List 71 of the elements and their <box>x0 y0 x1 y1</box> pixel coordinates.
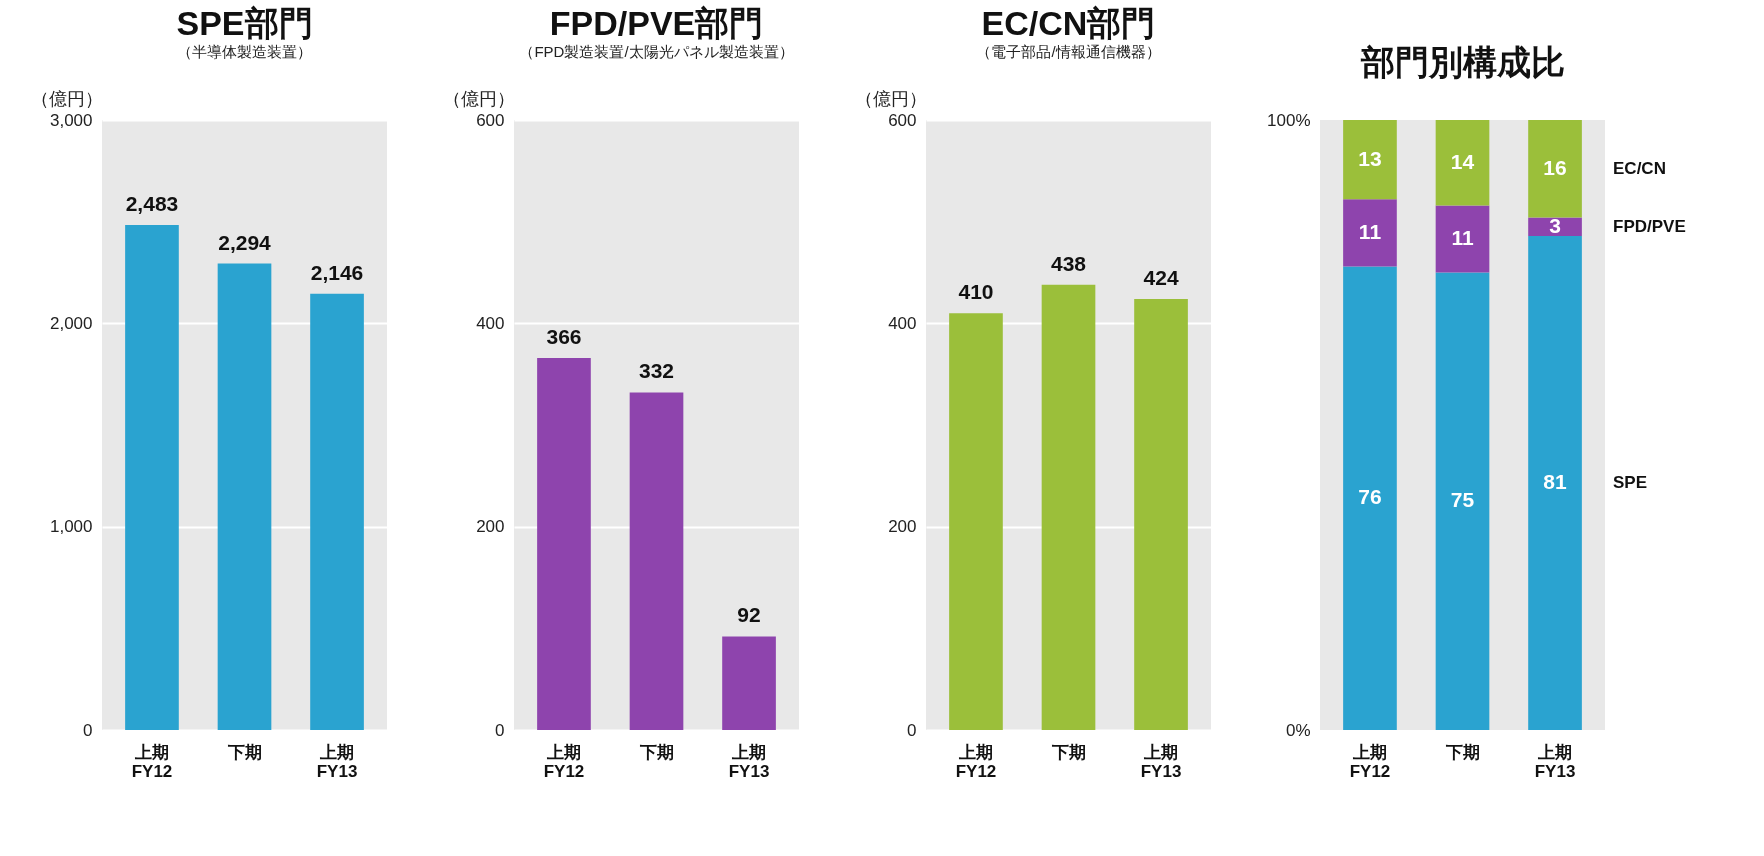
x-tick-label: 上期 FY12 <box>1349 742 1391 781</box>
data-label: 11 <box>1451 225 1474 249</box>
data-label: 16 <box>1543 155 1567 179</box>
bar <box>1435 120 1490 206</box>
chart-title: EC/CN部門 <box>981 4 1156 42</box>
x-tick-label: 下期 <box>638 742 674 762</box>
bar <box>217 263 272 730</box>
x-tick-label: 下期 <box>1444 742 1480 762</box>
data-label: 14 <box>1450 149 1475 173</box>
y-tick-label: 400 <box>476 313 505 333</box>
bar <box>1435 205 1490 273</box>
data-label: 410 <box>958 280 994 304</box>
y-tick-label: 2,000 <box>49 313 93 333</box>
data-label: 92 <box>737 603 761 627</box>
y-axis-title: （億円） <box>30 88 103 109</box>
data-label: 76 <box>1358 485 1382 509</box>
x-tick-label: 下期 <box>1050 742 1086 762</box>
data-label: 3 <box>1549 213 1561 237</box>
y-tick-label: 0 <box>495 720 505 740</box>
x-tick-label: 上期 FY13 <box>1140 742 1182 781</box>
y-tick-label: 3,000 <box>49 110 93 130</box>
chart-title: FPD/PVE部門 <box>549 4 764 42</box>
bar <box>1528 235 1582 730</box>
y-tick-label: 0 <box>907 720 917 740</box>
data-label: 75 <box>1450 488 1475 512</box>
y-tick-label: 1,000 <box>49 517 93 537</box>
bar <box>1343 266 1397 730</box>
data-label: 366 <box>546 324 582 348</box>
y-axis-title: （億円） <box>854 88 927 109</box>
series-label: EC/CN <box>1613 158 1666 178</box>
y-tick-label: 0% <box>1285 720 1311 740</box>
bar <box>1343 199 1397 267</box>
bar <box>722 636 776 730</box>
bar <box>1528 120 1582 218</box>
y-tick-label: 200 <box>888 517 917 537</box>
series-label: SPE <box>1613 472 1648 492</box>
data-label: 2,294 <box>218 230 272 254</box>
bar <box>1435 272 1490 730</box>
data-label: 2,483 <box>125 192 179 216</box>
y-tick-label: 0 <box>83 720 93 740</box>
chart-subtitle: （FPD製造装置/太陽光パネル製造装置） <box>519 43 794 60</box>
chart-title: SPE部門 <box>176 4 313 42</box>
data-label: 332 <box>638 359 675 383</box>
series-label: FPD/PVE <box>1613 216 1686 236</box>
x-tick-label: 下期 <box>226 742 262 762</box>
data-label: 2,146 <box>310 260 364 284</box>
y-axis-title: （億円） <box>442 88 515 109</box>
x-tick-label: 上期 FY12 <box>955 742 997 781</box>
data-label: 438 <box>1050 251 1087 275</box>
bar <box>1343 120 1397 200</box>
x-tick-label: 上期 FY12 <box>543 742 585 781</box>
x-tick-label: 上期 FY13 <box>1534 742 1576 781</box>
x-tick-label: 上期 FY12 <box>131 742 173 781</box>
bar <box>125 225 179 730</box>
y-tick-label: 600 <box>888 110 917 130</box>
bar <box>310 293 364 730</box>
data-label: 424 <box>1143 265 1179 289</box>
y-tick-label: 400 <box>888 313 917 333</box>
y-tick-label: 600 <box>476 110 505 130</box>
bar <box>537 357 591 730</box>
bar <box>629 392 684 730</box>
y-tick-label: 100% <box>1267 110 1311 130</box>
chart-subtitle: （電子部品/情報通信機器） <box>976 43 1161 60</box>
data-label: 13 <box>1358 146 1382 170</box>
data-label: 81 <box>1543 469 1568 493</box>
y-tick-label: 200 <box>476 517 505 537</box>
x-tick-label: 上期 FY13 <box>316 742 358 781</box>
chart-title: 部門別構成比 <box>1359 43 1565 81</box>
data-label: 11 <box>1358 219 1382 243</box>
x-tick-label: 上期 FY13 <box>728 742 770 781</box>
chart-subtitle: （半導体製造装置） <box>177 43 312 60</box>
